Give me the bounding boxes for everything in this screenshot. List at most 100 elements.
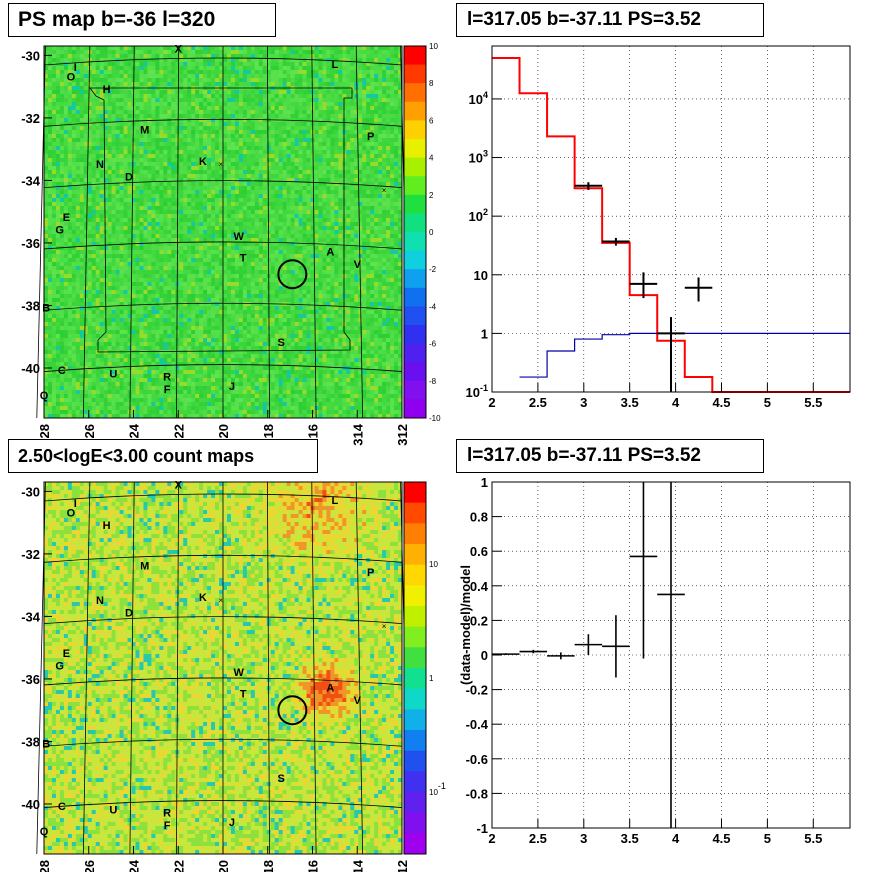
map-pixel [219, 66, 224, 71]
map-pixel [318, 250, 323, 255]
map-pixel [115, 74, 120, 79]
map-pixel [127, 250, 132, 255]
map-pixel [254, 106, 260, 111]
map-pixel [123, 66, 128, 71]
map-pixel [223, 50, 228, 55]
map-pixel [298, 222, 303, 227]
map-pixel [378, 94, 383, 99]
map-pixel [318, 246, 323, 251]
map-pixel [398, 130, 403, 135]
map-pixel [123, 142, 128, 147]
map-pixel [226, 258, 232, 263]
map-pixel [386, 50, 391, 55]
map-pixel [350, 122, 355, 127]
map-pixel [374, 174, 379, 179]
map-pixel [234, 262, 240, 267]
map-pixel [330, 254, 335, 259]
map-pixel [199, 142, 204, 147]
map-pixel [346, 74, 351, 79]
map-pixel [71, 174, 77, 179]
map-pixel [71, 58, 77, 63]
map-pixel [91, 62, 97, 67]
map-pixel [278, 106, 283, 111]
map-pixel [147, 58, 152, 63]
map-pixel [382, 202, 387, 207]
map-pixel [290, 246, 295, 251]
map-pixel [330, 238, 335, 243]
map-pixel [330, 182, 335, 187]
map-pixel [219, 158, 224, 163]
map-pixel [250, 214, 256, 219]
map-pixel [310, 194, 315, 199]
map-pixel [398, 50, 403, 55]
map-pixel [246, 250, 252, 255]
map-pixel [318, 178, 323, 183]
map-pixel [362, 166, 367, 171]
map-pixel [155, 182, 160, 187]
map-pixel [362, 74, 367, 79]
map-pixel [59, 114, 65, 119]
map-pixel [55, 214, 61, 219]
map-pixel [147, 50, 152, 55]
map-pixel [135, 82, 140, 87]
map-pixel [191, 130, 196, 135]
map-pixel [223, 106, 228, 111]
map-pixel [394, 234, 399, 239]
map-pixel [330, 246, 335, 251]
map-pixel [119, 126, 124, 131]
map-pixel [350, 254, 355, 259]
map-pixel [223, 46, 228, 51]
map-pixel [270, 50, 276, 55]
map-pixel [71, 126, 77, 131]
map-pixel [234, 106, 240, 111]
map-pixel [63, 262, 69, 267]
map-pixel [294, 226, 299, 231]
map-pixel [294, 170, 299, 175]
map-pixel [107, 258, 112, 263]
map-pixel [394, 58, 399, 63]
map-pixel [254, 58, 260, 63]
map-pixel [103, 250, 108, 255]
map-pixel [71, 130, 77, 135]
map-pixel [282, 90, 287, 95]
map-pixel [51, 106, 57, 111]
map-pixel [378, 194, 383, 199]
map-pixel [246, 198, 252, 203]
map-pixel [79, 142, 85, 147]
map-pixel [191, 194, 196, 199]
map-pixel [386, 138, 391, 143]
map-pixel [87, 82, 93, 87]
map-pixel [322, 62, 327, 67]
map-pixel [67, 110, 73, 115]
map-pixel [123, 254, 128, 259]
map-pixel [95, 238, 100, 243]
map-pixel [366, 50, 371, 55]
map-pixel [394, 86, 399, 91]
map-pixel [230, 186, 236, 191]
map-pixel [59, 138, 65, 143]
map-pixel [55, 162, 61, 167]
map-pixel [394, 210, 399, 215]
map-pixel [195, 222, 200, 227]
map-pixel [167, 94, 172, 99]
map-pixel [330, 82, 335, 87]
map-pixel [143, 210, 148, 215]
map-pixel [330, 98, 335, 103]
map-pixel [123, 90, 128, 95]
map-pixel [215, 182, 220, 187]
map-pixel [378, 230, 383, 235]
map-pixel [258, 150, 264, 155]
map-pixel [131, 50, 136, 55]
map-pixel [171, 222, 176, 227]
map-pixel [147, 182, 152, 187]
map-pixel [350, 106, 355, 111]
map-pixel [71, 250, 77, 255]
map-pixel [286, 54, 291, 59]
map-pixel [175, 130, 180, 135]
map-pixel [83, 202, 89, 207]
map-pixel [203, 198, 208, 203]
map-pixel [139, 266, 144, 271]
map-pixel [326, 90, 331, 95]
map-pixel [127, 178, 132, 183]
map-pixel [63, 90, 69, 95]
